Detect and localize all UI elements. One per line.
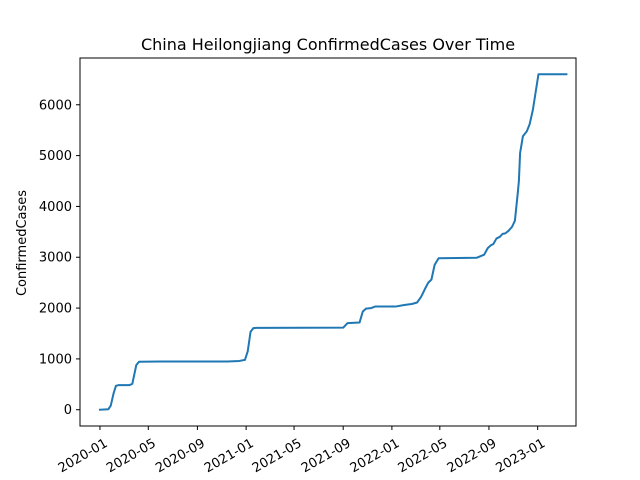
y-tick-label: 0 xyxy=(64,403,72,418)
y-tick-label: 5000 xyxy=(39,149,72,164)
y-tick-label: 2000 xyxy=(39,302,72,317)
series-line xyxy=(98,73,568,411)
y-tick-label: 1000 xyxy=(39,352,72,367)
plot-frame xyxy=(79,57,577,427)
y-axis-label: ConfirmedCases xyxy=(15,190,30,296)
y-tick-label: 6000 xyxy=(39,98,72,113)
y-tick-label: 3000 xyxy=(39,251,72,266)
y-tick-label: 4000 xyxy=(39,200,72,215)
chart-title: China Heilongjiang ConfirmedCases Over T… xyxy=(141,35,515,54)
